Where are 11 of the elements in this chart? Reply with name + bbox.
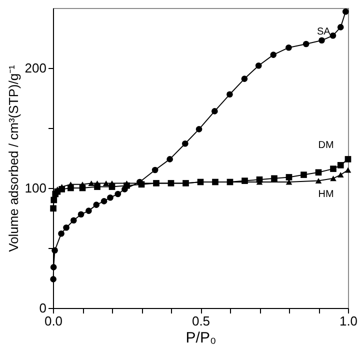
y-tick-label: 100 <box>24 180 46 196</box>
y-tick-label: 200 <box>24 60 46 76</box>
series-label: DM <box>318 140 334 152</box>
series-label: HM <box>318 189 334 200</box>
series-label: SA <box>316 26 331 38</box>
x-tick-label: 0.5 <box>192 314 210 328</box>
x-axis-title: P/P₀ <box>186 330 216 346</box>
y-tick-label: 0 <box>39 300 46 316</box>
x-tick-label: 0.0 <box>44 314 63 328</box>
x-tick-label: 1.0 <box>339 314 358 328</box>
y-axis-title: Volume adsorbed / cm³(STP)/g⁻¹ <box>6 64 21 252</box>
